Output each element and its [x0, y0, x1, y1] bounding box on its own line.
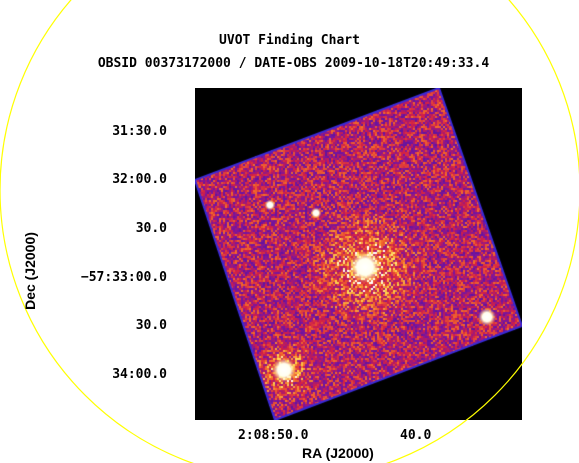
chart-subtitle: OBSID 00373172000 / DATE-OBS 2009-10-18T… [97, 56, 490, 71]
uvot-image [195, 88, 522, 420]
y-tick-label: −57:33:00.0 [80, 270, 167, 285]
y-tick-label: 30.0 [135, 318, 167, 333]
x-tick-label: 40.0 [400, 428, 432, 443]
y-tick-label: 30.0 [135, 221, 167, 236]
y-tick-label: 34:00.0 [112, 367, 167, 382]
y-tick-label: 32:00.0 [112, 172, 167, 187]
y-tick-label: 31:30.0 [112, 124, 167, 139]
chart-title: UVOT Finding Chart [219, 33, 360, 48]
y-axis-label: Dec (J2000) [22, 232, 38, 310]
x-tick-label: 2:08:50.0 [238, 428, 309, 443]
x-axis-label: RA (J2000) [302, 445, 374, 461]
plot-area [195, 88, 522, 420]
